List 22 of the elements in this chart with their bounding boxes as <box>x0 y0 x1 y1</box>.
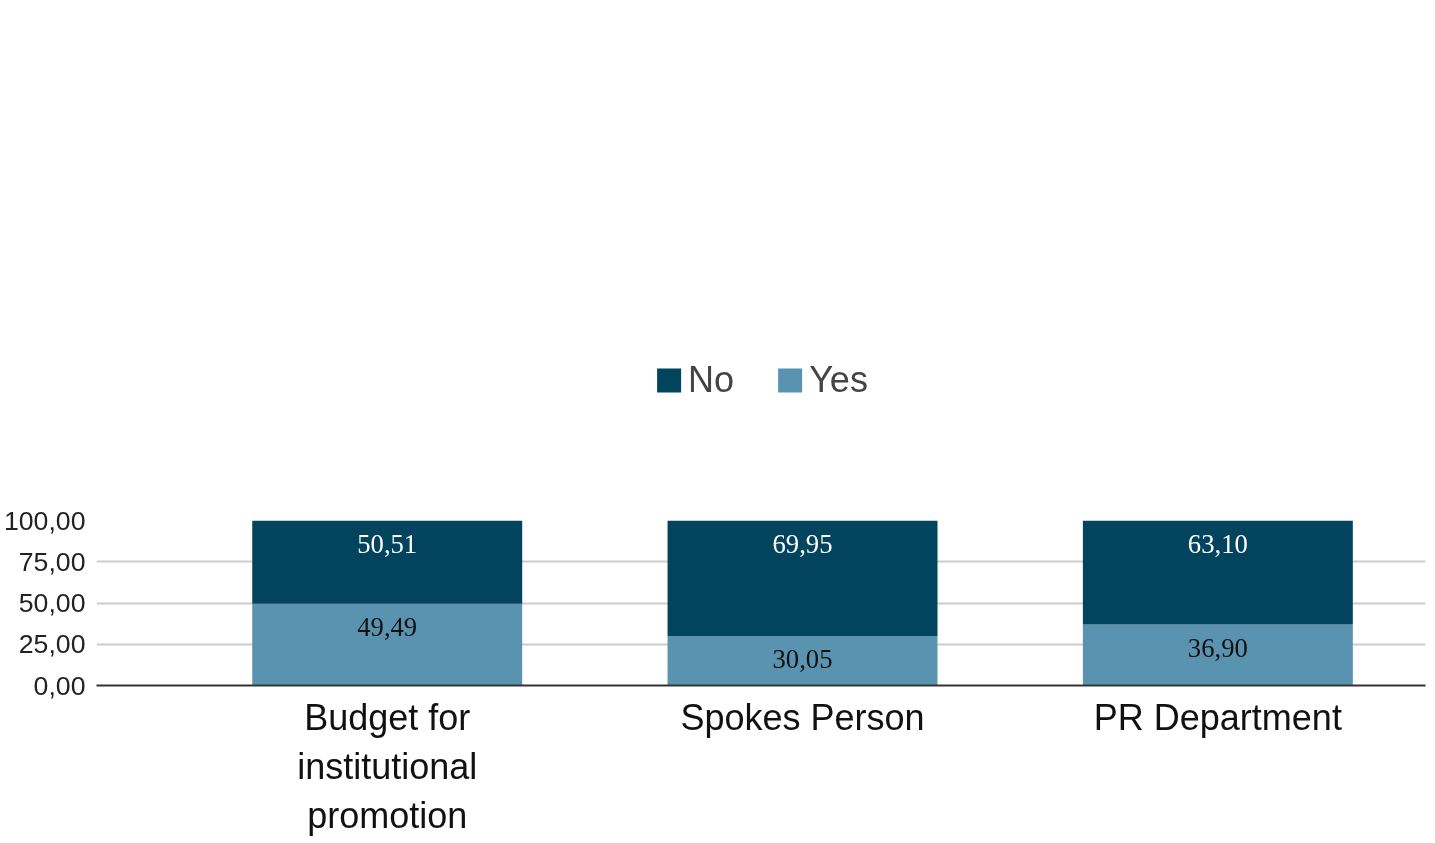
data-label: 30,05 <box>772 643 833 674</box>
data-label: 63,10 <box>1187 528 1248 559</box>
bar <box>667 635 938 686</box>
legend-label: No <box>688 358 735 401</box>
y-tick-label: 25,00 <box>18 629 86 660</box>
data-label: 36,90 <box>1187 632 1248 663</box>
x-tick-label: PR Department <box>1093 696 1342 738</box>
bar <box>252 603 523 686</box>
legend-label: Yes <box>809 358 868 401</box>
bar <box>252 520 523 604</box>
bar <box>1082 520 1353 625</box>
bar <box>667 520 938 636</box>
y-tick-label: 75,00 <box>18 546 86 577</box>
y-tick-label: 0,00 <box>33 670 86 701</box>
data-label: 50,51 <box>357 528 418 559</box>
y-tick-label: 100,00 <box>3 505 86 536</box>
data-label: 69,95 <box>772 528 833 559</box>
y-tick-label: 50,00 <box>18 588 86 618</box>
x-tick-label: Budget for institutional promotion <box>297 696 478 836</box>
x-tick-label: Spokes Person <box>680 696 925 738</box>
data-label: 49,49 <box>357 611 418 642</box>
bar <box>1082 624 1353 686</box>
